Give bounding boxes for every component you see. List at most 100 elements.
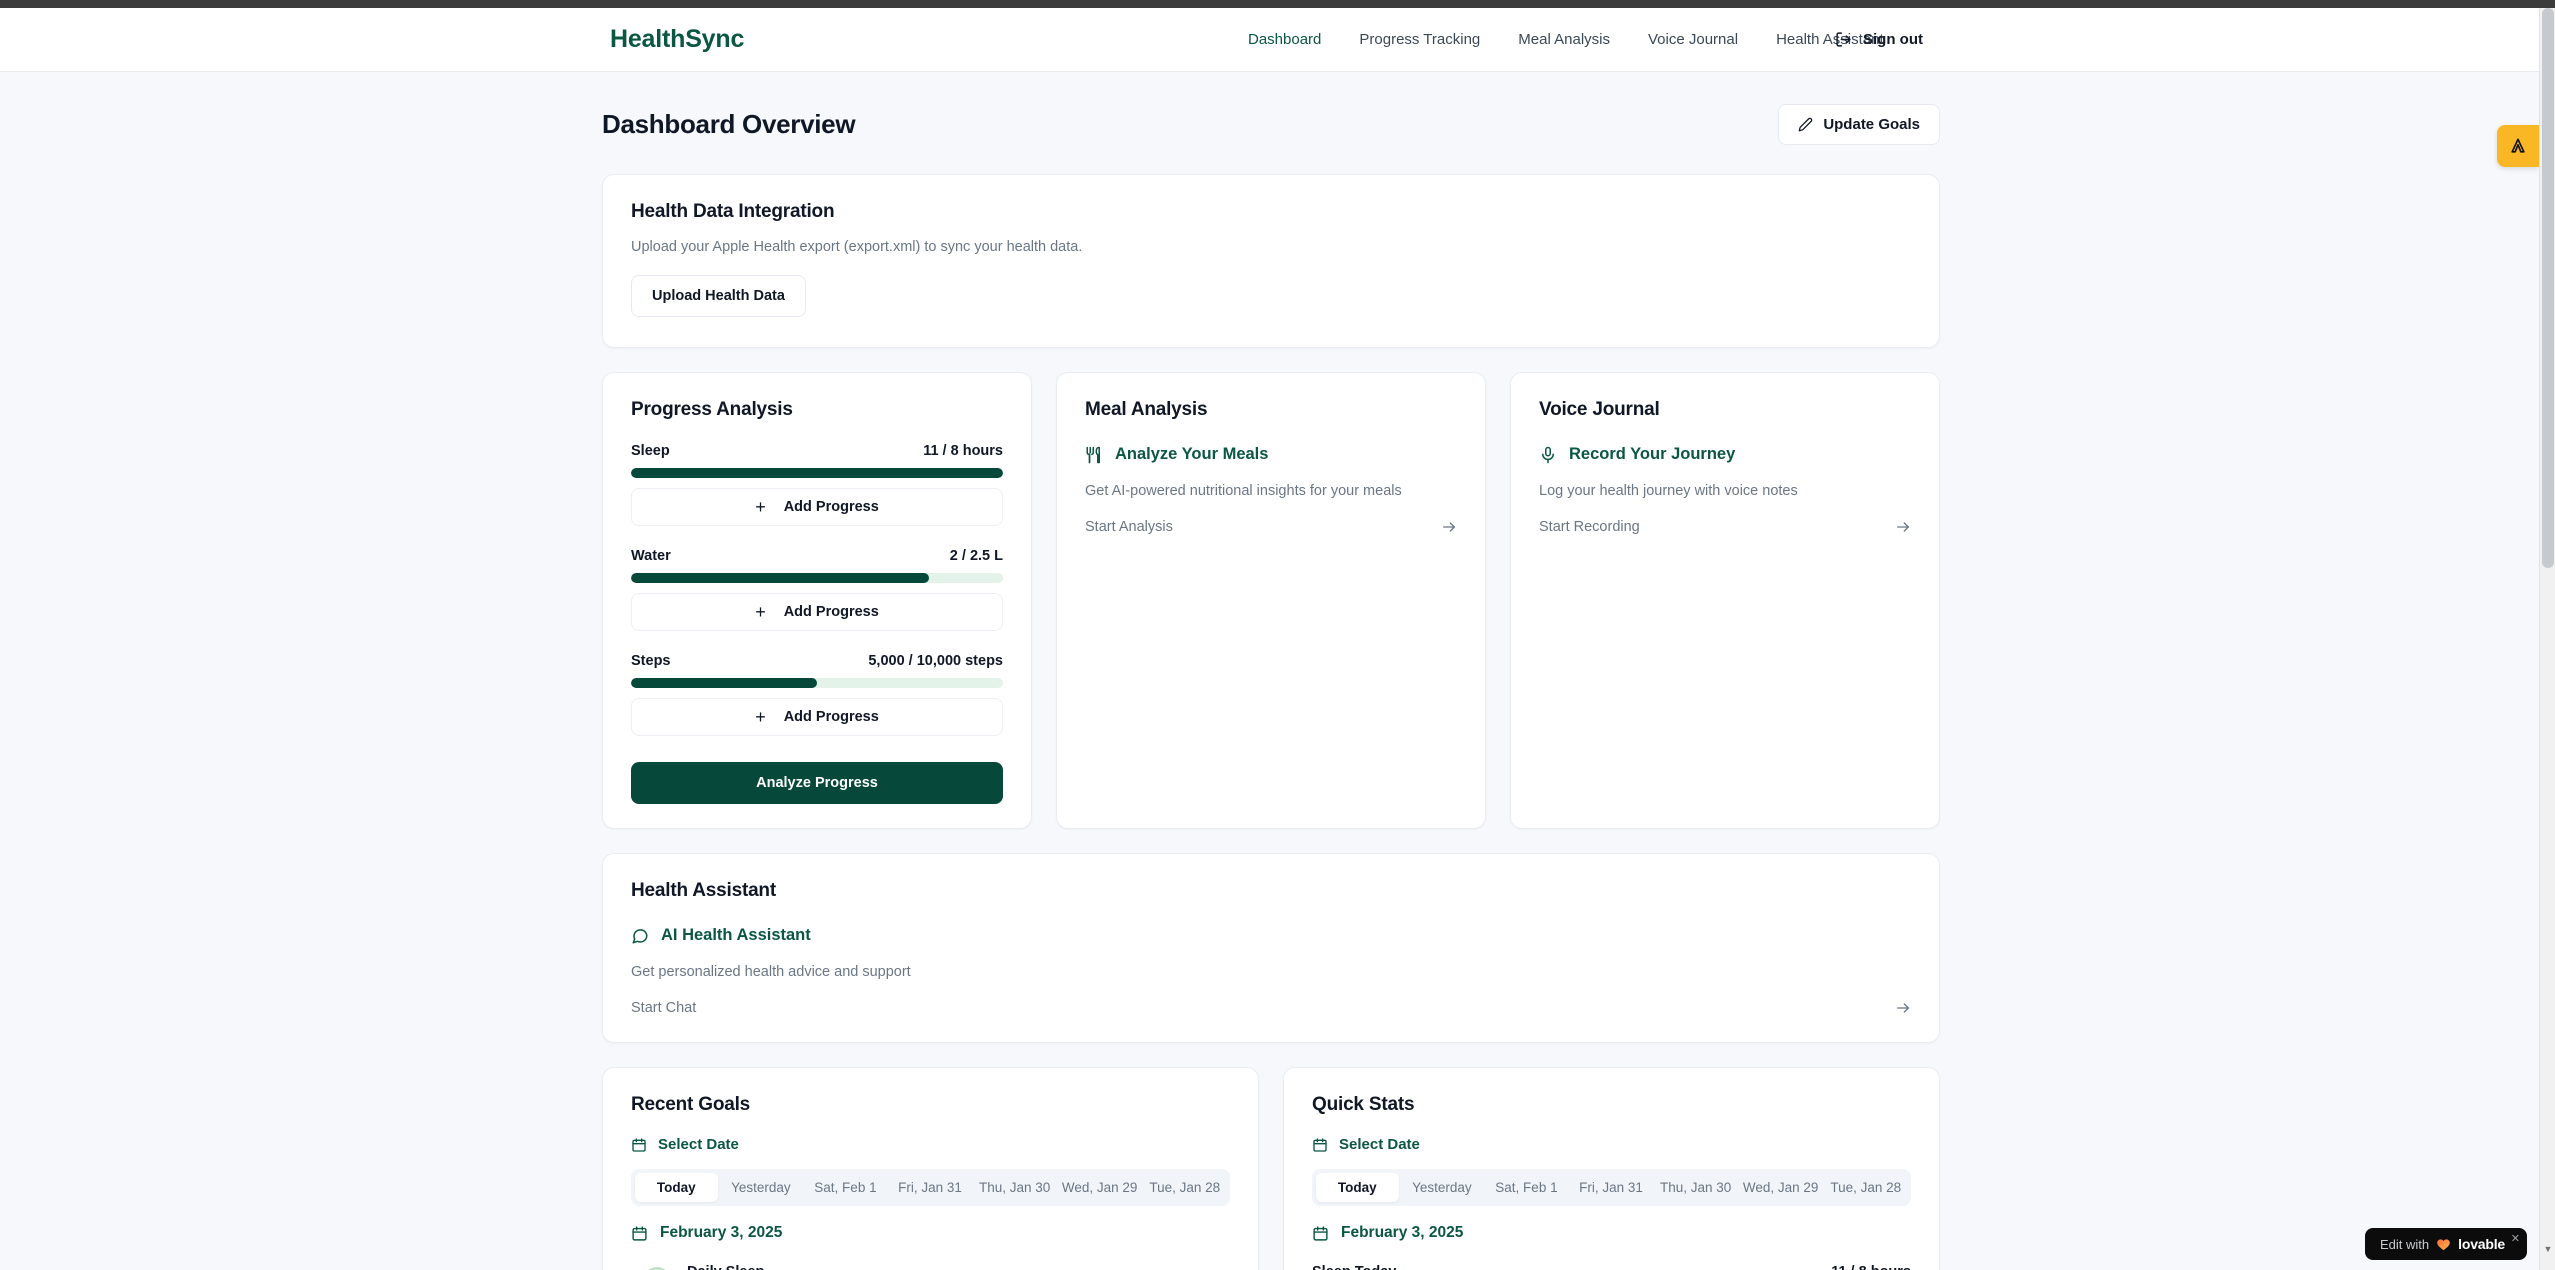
start-chat-link[interactable]: Start Chat [631,1000,1911,1016]
recent-goals-date-tab-5[interactable]: Thu, Jan 30 [978,1180,1051,1195]
quick-stats-card: Quick Stats Select Date Today Yesterday … [1283,1067,1940,1270]
recent-goals-date-tab-7[interactable]: Tue, Jan 28 [1149,1180,1221,1195]
lovable-a-icon [2508,136,2528,156]
metric-steps-bar-track [631,678,1003,688]
top-navigation-bar: HealthSync Dashboard Progress Tracking M… [0,8,2539,72]
recent-goals-date-tab-6[interactable]: Wed, Jan 29 [1061,1180,1138,1195]
quick-stats-date-tab-4[interactable]: Fri, Jan 31 [1579,1180,1643,1195]
metric-water-label: Water [631,548,671,564]
nav-link-voice-journal[interactable]: Voice Journal [1648,31,1739,48]
content-container: Dashboard Overview Update Goals Health D… [602,100,1940,1270]
analyze-progress-button[interactable]: Analyze Progress [631,762,1003,804]
metric-water-bar-track [631,573,1003,583]
metric-sleep-value: 11 / 8 hours [923,443,1003,459]
calendar-icon [1312,1225,1329,1242]
recent-goals-date-tab-4[interactable]: Fri, Jan 31 [898,1180,962,1195]
meal-analysis-title: Meal Analysis [1085,399,1208,420]
scrollbar-down-arrow[interactable]: ▼ [2543,1244,2553,1254]
health-assistant-card: Health Assistant AI Health Assistant Get… [602,853,1940,1043]
metric-water-header: Water 2 / 2.5 L [631,548,1003,564]
quick-stats-date-tab-6[interactable]: Wed, Jan 29 [1742,1180,1819,1195]
add-progress-button-sleep[interactable]: + Add Progress [631,488,1003,526]
health-data-integration-title: Health Data Integration [631,201,835,222]
quick-stats-date-tab-7[interactable]: Tue, Jan 28 [1830,1180,1902,1195]
health-assistant-feature-title: AI Health Assistant [661,926,811,944]
scrollbar-thumb[interactable] [2542,8,2554,568]
recent-goals-select-date-label: Select Date [658,1136,739,1153]
metric-sleep-bar-track [631,468,1003,478]
health-data-integration-card: Health Data Integration Upload your Appl… [602,174,1940,348]
calendar-icon [631,1137,647,1153]
nav-link-progress-tracking[interactable]: Progress Tracking [1359,31,1481,48]
recent-goals-date-tab-yesterday[interactable]: Yesterday [731,1180,791,1195]
recent-goals-date-tab-3[interactable]: Sat, Feb 1 [814,1180,877,1195]
add-progress-button-steps[interactable]: + Add Progress [631,698,1003,736]
recent-goals-date-tab-today[interactable]: Today [635,1173,718,1202]
close-icon[interactable]: ✕ [2510,1233,2520,1245]
voice-journal-description: Log your health journey with voice notes [1539,483,1798,499]
recent-goals-date-tabs: Today Yesterday Sat, Feb 1 Fri, Jan 31 T… [631,1169,1230,1206]
voice-journal-card: Voice Journal Record Your Journey Log yo… [1510,372,1940,829]
lovable-badge-name: lovable [2458,1236,2505,1252]
recent-goals-selected-date: February 3, 2025 [660,1224,783,1241]
page-title: Dashboard Overview [602,108,856,139]
vertical-scrollbar[interactable]: ▼ [2539,8,2555,1270]
metric-steps-value: 5,000 / 10,000 steps [868,653,1003,669]
quick-stats-selected-date: February 3, 2025 [1341,1224,1464,1241]
recent-goals-select-date-button[interactable]: Select Date [631,1136,1230,1153]
health-assistant-feature-header: AI Health Assistant [631,926,1911,945]
add-progress-button-water[interactable]: + Add Progress [631,593,1003,631]
plus-icon: + [755,707,766,727]
start-recording-link[interactable]: Start Recording [1539,519,1911,535]
quick-stats-date-tab-3[interactable]: Sat, Feb 1 [1495,1180,1558,1195]
brand-logo[interactable]: HealthSync [610,25,745,53]
quick-stats-title: Quick Stats [1312,1094,1415,1115]
metric-steps-label: Steps [631,653,671,669]
quick-stats-date-tab-5[interactable]: Thu, Jan 30 [1659,1180,1732,1195]
start-analysis-link[interactable]: Start Analysis [1085,519,1457,535]
metric-sleep-label: Sleep [631,443,670,459]
chat-bubble-icon [631,927,649,945]
check-icon [643,1267,671,1270]
nav-link-health-assistant[interactable]: Health Assistant [1776,31,1884,48]
metric-steps-bar-fill [631,678,817,688]
bottom-card-row: Recent Goals Select Date Today Yesterday… [602,1067,1940,1270]
recent-goals-card: Recent Goals Select Date Today Yesterday… [602,1067,1259,1270]
progress-analysis-card: Progress Analysis Sleep 11 / 8 hours + A… [602,372,1032,829]
metric-sleep-header: Sleep 11 / 8 hours [631,443,1003,459]
lovable-edit-badge[interactable]: Edit with lovable ✕ [2365,1228,2527,1260]
quick-stats-date-tab-yesterday[interactable]: Yesterday [1412,1180,1472,1195]
quick-stats-select-date-label: Select Date [1339,1136,1420,1153]
sign-out-button[interactable]: Sign out [1835,31,1923,48]
utensils-icon [1085,446,1103,464]
goal-list-item[interactable]: Daily Sleep 11 / 8 hours [631,1264,1230,1270]
arrow-right-icon [1895,1000,1911,1016]
calendar-icon [631,1225,648,1242]
start-analysis-label: Start Analysis [1085,519,1173,535]
goal-name: Daily Sleep [687,1264,764,1270]
metric-sleep-bar-fill [631,468,1003,478]
health-assistant-title: Health Assistant [631,880,776,901]
start-recording-label: Start Recording [1539,519,1640,535]
upload-health-data-button[interactable]: Upload Health Data [631,275,806,317]
health-assistant-description: Get personalized health advice and suppo… [631,964,911,980]
voice-journal-feature-title: Record Your Journey [1569,445,1736,463]
quick-stats-select-date-button[interactable]: Select Date [1312,1136,1911,1153]
metric-steps: Steps 5,000 / 10,000 steps + Add Progres… [631,653,1003,736]
voice-journal-feature-header: Record Your Journey [1539,445,1911,464]
nav-link-dashboard[interactable]: Dashboard [1248,31,1322,48]
quick-stats-date-tabs: Today Yesterday Sat, Feb 1 Fri, Jan 31 T… [1312,1169,1911,1206]
add-progress-label-sleep: Add Progress [783,499,879,515]
quick-stats-metric-sleep: Sleep Today 11 / 8 hours + Add Progress [1312,1264,1911,1270]
nav-links: Dashboard Progress Tracking Meal Analysi… [1248,31,1884,48]
metric-steps-header: Steps 5,000 / 10,000 steps [631,653,1003,669]
quick-stats-date-tab-today[interactable]: Today [1316,1173,1399,1202]
page-header: Dashboard Overview Update Goals [602,100,1940,148]
pencil-icon [1798,117,1813,132]
nav-link-meal-analysis[interactable]: Meal Analysis [1518,31,1610,48]
quick-stats-metric-value: 11 / 8 hours [1831,1264,1911,1270]
plus-icon: + [755,602,766,622]
update-goals-button[interactable]: Update Goals [1778,103,1940,145]
lovable-side-tab[interactable] [2497,125,2539,167]
arrow-right-icon [1895,519,1911,535]
